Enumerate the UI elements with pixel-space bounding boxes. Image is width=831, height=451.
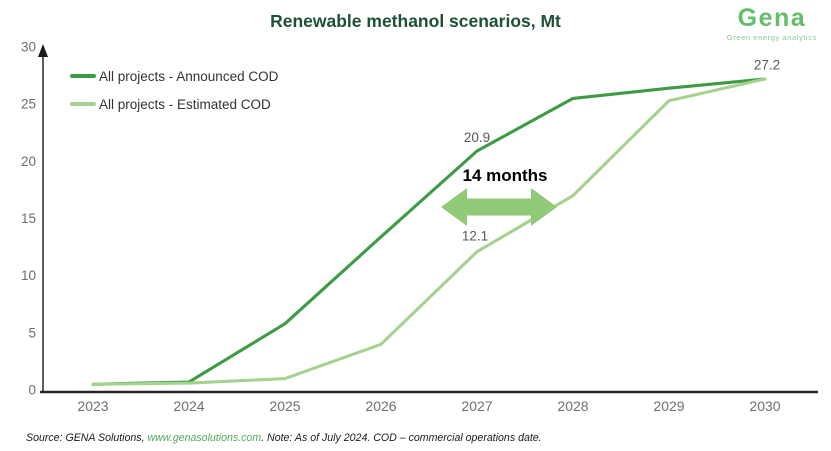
source-suffix: . Note: As of July 2024. COD – commercia… [261, 432, 542, 444]
y-tick-label: 30 [21, 40, 36, 55]
y-tick-label: 10 [21, 268, 36, 283]
annotation-label: 14 months [462, 166, 547, 185]
x-tick-label: 2024 [173, 398, 204, 414]
legend-label-estimated: All projects - Estimated COD [99, 96, 271, 112]
logo-tagline: Green energy analytics [726, 33, 817, 42]
x-tick-label: 2026 [365, 398, 396, 414]
source-note: Source: GENA Solutions, www.genasolution… [26, 432, 542, 444]
x-tick-label: 2028 [557, 398, 588, 414]
data-point-label: 20.9 [464, 130, 490, 145]
series-line-estimated [91, 77, 767, 386]
y-tick-label: 0 [28, 383, 36, 398]
source-prefix: Source: GENA Solutions, [26, 432, 148, 444]
gena-logo: Gena Green energy analytics [727, 6, 817, 42]
legend-item-announced-cod: All projects - Announced COD [70, 66, 278, 86]
x-tick-label: 2025 [269, 398, 300, 414]
y-tick-label: 20 [21, 154, 36, 169]
source-link[interactable]: www.genasolutions.com [147, 432, 262, 444]
legend-label-announced: All projects - Announced COD [99, 68, 279, 84]
logo-wordmark: Gena [737, 4, 807, 32]
x-tick-label: 2030 [749, 398, 780, 414]
y-tick-label: 25 [21, 97, 36, 112]
legend-swatch-estimated [70, 102, 96, 106]
legend-item-estimated-cod: All projects - Estimated COD [70, 94, 278, 114]
data-point-label: 12.1 [462, 229, 488, 244]
series-line-announced [91, 77, 767, 386]
y-tick-label: 5 [28, 325, 36, 340]
x-tick-label: 2023 [77, 398, 108, 414]
y-tick-label: 15 [21, 211, 36, 226]
double-arrow-icon [441, 188, 557, 226]
x-tick-label: 2027 [461, 398, 492, 414]
data-point-label: 27.2 [754, 58, 780, 73]
x-tick-label: 2029 [653, 398, 684, 414]
y-axis-arrowhead [38, 44, 48, 57]
page-title: Renewable methanol scenarios, Mt [270, 11, 561, 31]
chart-legend: All projects - Announced COD All project… [70, 66, 278, 122]
legend-swatch-announced [70, 74, 96, 78]
